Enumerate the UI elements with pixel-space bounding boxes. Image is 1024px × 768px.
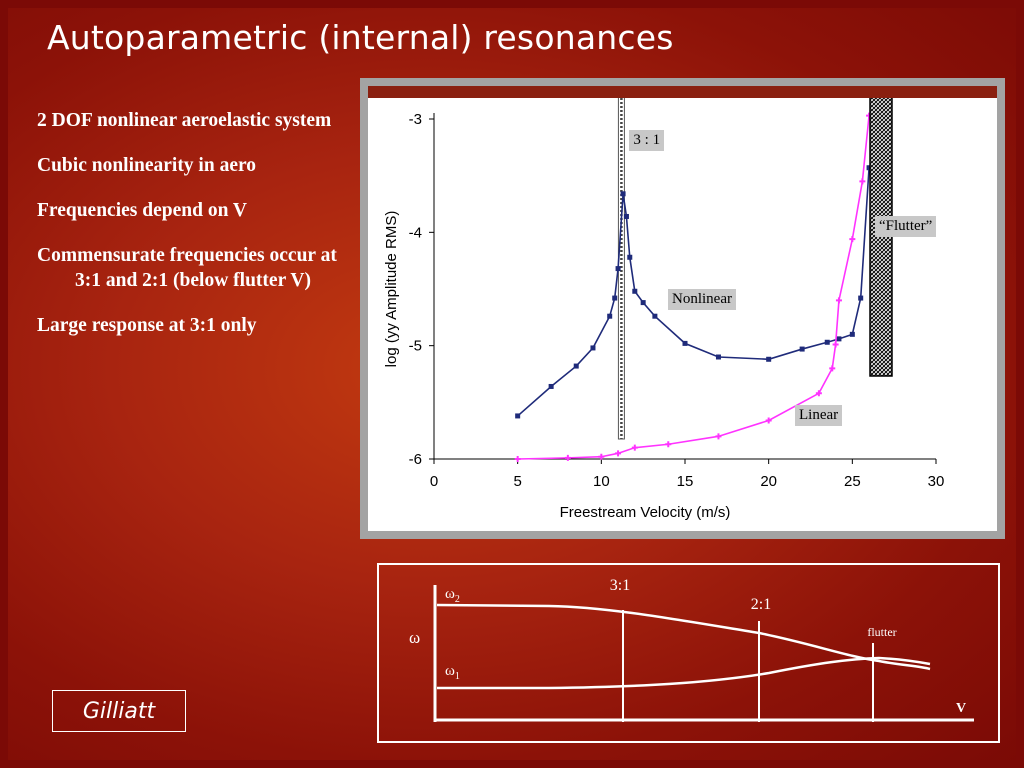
x-tick-label: 30	[928, 473, 945, 490]
data-point-linear	[859, 178, 866, 185]
data-point-nonlinear	[824, 339, 830, 345]
data-point-linear	[564, 454, 571, 461]
linear-label: Linear	[795, 405, 843, 426]
chart-frame: 0 5 10 15 20 25 30 -3 -4 -5 -6 Freestream Velocity …	[360, 78, 1005, 539]
data-point-linear	[615, 450, 622, 457]
data-point-linear	[715, 433, 722, 440]
credit-box: Gilliatt	[52, 690, 186, 732]
data-point-nonlinear	[799, 346, 805, 352]
marker-2to1-label: 2:1	[751, 596, 771, 613]
data-point-linear	[598, 453, 605, 460]
bullet-item: Frequencies depend on V	[37, 200, 248, 221]
data-point-nonlinear	[652, 313, 658, 319]
omega2-label: ω2	[445, 586, 460, 605]
series-line-nonlinear	[517, 167, 870, 417]
data-point-nonlinear	[573, 363, 579, 369]
marker-flutter-label: flutter	[867, 625, 896, 639]
bullet-item: Commensurate frequencies occur at 3:1 an…	[37, 245, 337, 291]
data-point-nonlinear	[620, 191, 626, 197]
x-tick-label: 0	[430, 473, 438, 490]
data-point-nonlinear	[766, 356, 772, 362]
bullet-item: 2 DOF nonlinear aeroelastic system	[37, 110, 332, 131]
frequency-diagram-svg: 3:1 2:1 flutter ω ω2 ω1 V	[409, 577, 974, 722]
data-point-nonlinear	[849, 331, 855, 337]
chart-top-strip	[368, 86, 997, 98]
data-point-linear	[815, 390, 822, 397]
bullet-item: Cubic nonlinearity in aero	[37, 155, 257, 176]
omega1-label: ω1	[445, 663, 460, 682]
data-point-linear	[849, 236, 856, 243]
y-tick-label: -3	[409, 111, 422, 128]
data-point-nonlinear	[612, 295, 618, 301]
data-point-linear	[829, 365, 836, 372]
bullet-list: 2 DOF nonlinear aeroelastic system Cubic…	[37, 108, 352, 358]
x-tick-label: 5	[513, 473, 521, 490]
data-point-nonlinear	[515, 413, 521, 419]
data-point-nonlinear	[627, 254, 633, 260]
data-point-linear	[514, 456, 521, 462]
y-axis-label: log (yy Amplitude RMS)	[383, 211, 400, 368]
data-point-nonlinear	[632, 288, 638, 294]
data-point-nonlinear	[623, 213, 629, 219]
y-tick-label: -5	[409, 338, 422, 355]
data-point-nonlinear	[858, 295, 864, 301]
data-point-linear	[835, 297, 842, 304]
data-point-nonlinear	[615, 266, 621, 272]
x-tick-label: 15	[677, 473, 694, 490]
y-tick-label: -4	[409, 224, 422, 241]
data-point-linear	[665, 441, 672, 448]
data-point-linear	[765, 417, 772, 424]
slide-title: Autoparametric (internal) resonances	[47, 18, 674, 57]
data-point-linear	[631, 444, 638, 451]
omega2-curve	[436, 603, 931, 671]
data-point-nonlinear	[640, 300, 646, 306]
x-tick-label: 10	[593, 473, 610, 490]
data-point-linear	[832, 341, 839, 348]
velocity-axis-label: V	[956, 701, 966, 716]
data-point-nonlinear	[836, 336, 842, 342]
nonlinear-label: Nonlinear	[668, 289, 736, 310]
x-axis-label: Freestream Velocity (m/s)	[560, 504, 731, 521]
marker-3to1-label: 3:1	[610, 577, 630, 594]
flutter-label: “Flutter”	[875, 216, 937, 237]
omega-axis-label: ω	[409, 628, 420, 647]
y-tick-label: -6	[409, 451, 422, 468]
chart-area: 0 5 10 15 20 25 30 -3 -4 -5 -6 Freestream Velocity …	[368, 86, 997, 531]
data-point-nonlinear	[866, 165, 872, 171]
data-point-nonlinear	[715, 354, 721, 360]
frequency-diagram: 3:1 2:1 flutter ω ω2 ω1 V	[377, 563, 1000, 743]
omega1-curve	[437, 656, 931, 690]
data-point-nonlinear	[590, 345, 596, 351]
data-point-nonlinear	[682, 340, 688, 346]
resonance-label: 3 : 1	[629, 130, 665, 151]
data-point-nonlinear	[607, 313, 613, 319]
bullet-item: Large response at 3:1 only	[37, 315, 257, 336]
data-point-nonlinear	[548, 383, 554, 389]
x-tick-label: 25	[844, 473, 861, 490]
x-tick-label: 20	[760, 473, 777, 490]
